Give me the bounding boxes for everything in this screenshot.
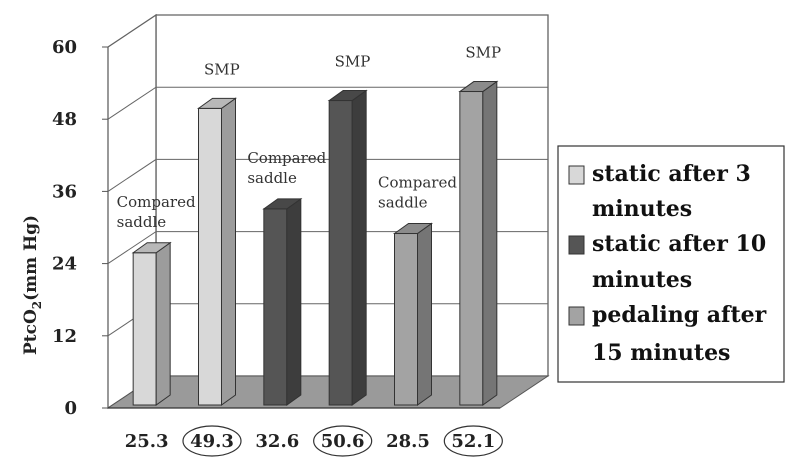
bar-front [459, 91, 484, 406]
y-tick-label: 12 [52, 326, 77, 347]
x-category: 52.1 [443, 425, 503, 457]
y-tick-label: 48 [52, 109, 77, 130]
y-tick-label: 36 [52, 181, 77, 202]
bar-side [417, 222, 432, 406]
bar-top [131, 242, 172, 254]
bar-side [221, 97, 236, 406]
bar [458, 80, 499, 406]
annotation-compared-saddle: Compared [117, 193, 196, 211]
bar [196, 97, 238, 406]
x-category: 50.6 [313, 425, 373, 457]
bar-side [351, 89, 367, 406]
x-tick-label: 25.3 [125, 431, 169, 452]
legend: static after 3 minutes static after 10 m… [557, 145, 785, 383]
gridline [107, 158, 548, 192]
legend-label: static after 10 [592, 231, 766, 257]
bar-top [458, 81, 499, 93]
bars [131, 80, 499, 406]
y-tick-label: 0 [64, 398, 77, 419]
annotation-compared-saddle: Compared [378, 174, 457, 192]
x-tick-label: 50.6 [321, 431, 365, 452]
bar-front [394, 233, 418, 406]
legend-box [557, 145, 785, 383]
legend-item-static-10: static after 10 minutes [568, 231, 766, 293]
bar-top [392, 223, 434, 235]
bar-front [328, 100, 353, 406]
x-tick-label: 32.6 [255, 431, 299, 452]
y-tick-label: 24 [52, 254, 77, 275]
x-category: 28.5 [386, 431, 430, 452]
gridline [107, 86, 548, 120]
y-axis-label: PtcO2(mm Hg) [21, 215, 44, 355]
bar-top [327, 90, 368, 102]
legend-label: pedaling after [592, 302, 767, 328]
legend-item-static-3: static after 3 minutes [568, 161, 751, 222]
highlight-circle [443, 425, 503, 457]
gridline [107, 14, 548, 48]
annotation-smp: SMP [335, 53, 371, 71]
annotation-compared-saddle: Compared [247, 149, 326, 167]
bar-front [263, 208, 288, 406]
annotation-compared-saddle: saddle [378, 194, 428, 212]
x-category: 49.3 [182, 425, 242, 457]
legend-swatch [568, 165, 585, 185]
bar [131, 241, 172, 406]
x-tick-label: 52.1 [451, 431, 495, 452]
legend-label-cont: minutes [592, 196, 692, 222]
bar-side [286, 197, 302, 406]
bar [262, 197, 303, 406]
x-category: 32.6 [255, 431, 299, 452]
annotation-compared-saddle: saddle [247, 169, 297, 187]
bar [392, 222, 434, 406]
bar-front [132, 252, 157, 406]
x-tick-label: 28.5 [386, 431, 430, 452]
bar-annotations: Compared saddle SMP Compared saddle SMP Compar… [117, 44, 501, 231]
y-tick-label: 60 [52, 37, 77, 58]
y-axis-ticks: 0 12 24 36 48 60 [52, 37, 108, 419]
x-tick-label: 49.3 [190, 431, 234, 452]
bar-top [262, 198, 303, 210]
bar-side [482, 80, 498, 406]
legend-item-pedaling-15: pedaling after 15 minutes [568, 302, 767, 366]
legend-label-cont: minutes [592, 267, 692, 293]
x-axis-categories: 25.3 49.3 32.6 50.6 28.5 52.1 [125, 425, 503, 457]
highlight-circle [182, 425, 242, 457]
bar [327, 89, 368, 406]
annotation-smp: SMP [204, 60, 240, 78]
annotation-compared-saddle: saddle [117, 213, 167, 231]
bar-top [196, 97, 238, 109]
legend-label: static after 3 [592, 161, 751, 187]
bar-side [155, 241, 171, 406]
x-category: 25.3 [125, 431, 169, 452]
legend-swatch [568, 306, 585, 326]
legend-label-cont: 15 minutes [592, 340, 730, 366]
legend-swatch [568, 235, 585, 255]
highlight-circle [313, 425, 373, 457]
annotation-smp: SMP [465, 44, 501, 62]
bar-front [198, 107, 222, 406]
